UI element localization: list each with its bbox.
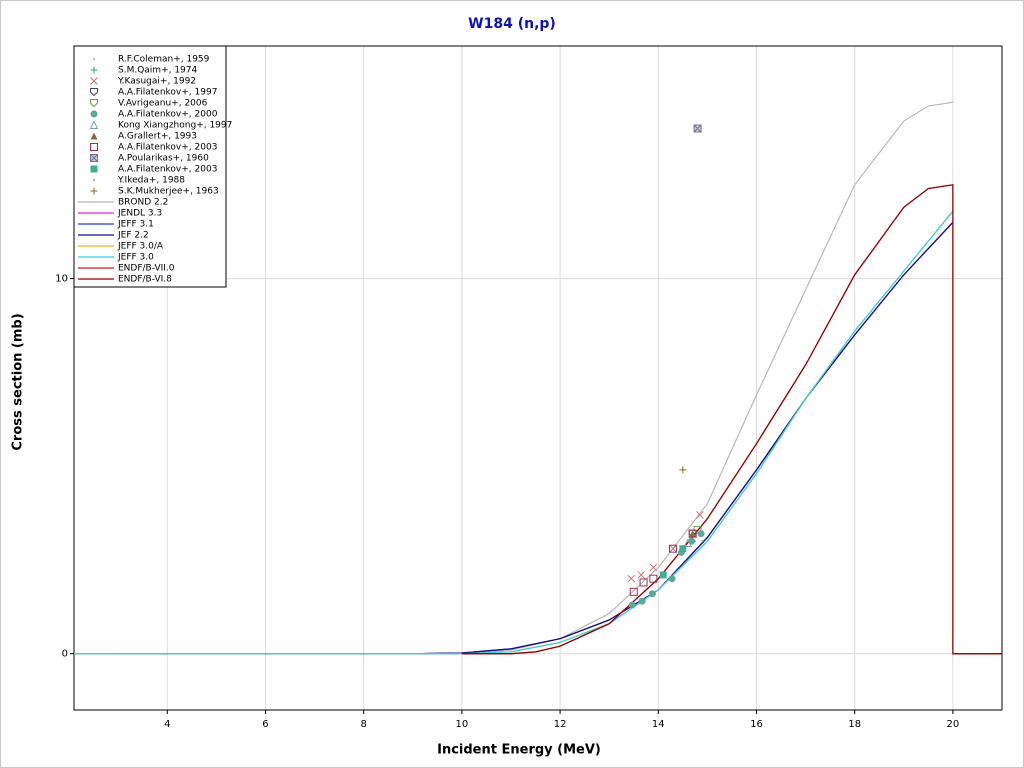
point	[697, 530, 705, 538]
point	[693, 124, 702, 133]
legend-swatch	[90, 132, 98, 140]
y-tick-label: 10	[55, 274, 68, 285]
legend-swatch	[90, 154, 98, 162]
legend-box	[73, 45, 227, 288]
point	[669, 544, 678, 553]
point	[627, 574, 636, 583]
chart-title: W184 (n,p)	[468, 16, 556, 32]
point	[639, 578, 648, 587]
legend-label: JEFF 3.0/A	[117, 242, 164, 252]
point	[669, 544, 677, 553]
plot-area	[74, 46, 1002, 710]
point	[679, 545, 687, 553]
legend-label: A.Poularikas+, 1960	[118, 154, 209, 164]
point	[638, 597, 646, 605]
legend-label: R.F.Coleman+, 1959	[118, 55, 210, 65]
point	[649, 563, 658, 572]
point	[683, 538, 693, 548]
line-series	[74, 210, 954, 655]
legend-label: BROND 2.2	[118, 198, 168, 208]
legend-label: Kong Xiangzhong+, 1997	[118, 121, 232, 131]
x-tick-label: 16	[750, 719, 763, 730]
point	[649, 574, 658, 583]
plot-border	[73, 45, 1003, 711]
point	[688, 529, 697, 538]
point	[696, 511, 704, 519]
point	[637, 571, 645, 579]
point	[659, 571, 667, 579]
legend-swatch	[90, 88, 98, 97]
x-tick-label: 4	[164, 719, 170, 730]
legend-label: ENDF/B-VII.0	[118, 264, 175, 274]
line-series	[461, 184, 1002, 655]
x-axis-label: Incident Energy (MeV)	[437, 743, 601, 758]
x-tick-label: 12	[554, 719, 567, 730]
point	[689, 530, 697, 538]
legend-label: JEF 2.2	[117, 231, 149, 241]
point	[628, 601, 636, 609]
point	[648, 590, 656, 598]
point	[679, 466, 687, 474]
legend-swatch	[90, 143, 98, 151]
point	[668, 575, 676, 583]
legend-swatch	[93, 58, 95, 60]
legend-label: A.A.Filatenkov+, 2003	[118, 143, 217, 153]
y-axis-label: Cross section (mb)	[11, 313, 26, 450]
legend-swatch	[90, 165, 98, 173]
point	[629, 587, 638, 596]
legend-label: A.Grallert+, 1993	[118, 132, 197, 142]
legend-swatch	[90, 110, 98, 118]
x-tick-label: 20	[947, 719, 960, 730]
legend-swatch	[90, 77, 98, 85]
x-tick-label: 18	[848, 719, 861, 730]
legend-label: A.A.Filatenkov+, 2003	[118, 165, 217, 175]
legend-swatch	[90, 187, 98, 195]
x-tick-label: 10	[456, 719, 469, 730]
legend-label: JENDL 3.3	[117, 209, 162, 219]
plot-layer	[74, 101, 1002, 655]
legend-label: V.Avrigeanu+, 2006	[118, 99, 208, 109]
legend-label: S.M.Qaim+, 1974	[118, 66, 198, 76]
legend-swatch	[93, 179, 95, 181]
legend-label: S.K.Mukherjee+, 1963	[118, 187, 219, 197]
legend-swatch	[89, 120, 99, 129]
point	[701, 540, 704, 543]
x-tick-label: 14	[652, 719, 665, 730]
legend-label: JEFF 3.0	[117, 253, 154, 263]
legend-label: A.A.Filatenkov+, 1997	[118, 88, 217, 98]
line-series	[118, 101, 953, 655]
legend-swatch	[90, 99, 98, 108]
legend-label: Y.Ikeda+, 1988	[117, 176, 185, 186]
point	[688, 537, 696, 545]
legend-label: JEFF 3.1	[117, 220, 154, 230]
legend-label: Y.Kasugai+, 1992	[117, 77, 196, 87]
x-tick-label: 8	[361, 719, 367, 730]
x-tick-label: 6	[262, 719, 268, 730]
legend-label: A.A.Filatenkov+, 2000	[118, 110, 218, 120]
legend-label: ENDF/B-VI.8	[118, 275, 172, 285]
legend-swatch	[90, 66, 98, 74]
y-tick-label: 0	[62, 649, 68, 660]
